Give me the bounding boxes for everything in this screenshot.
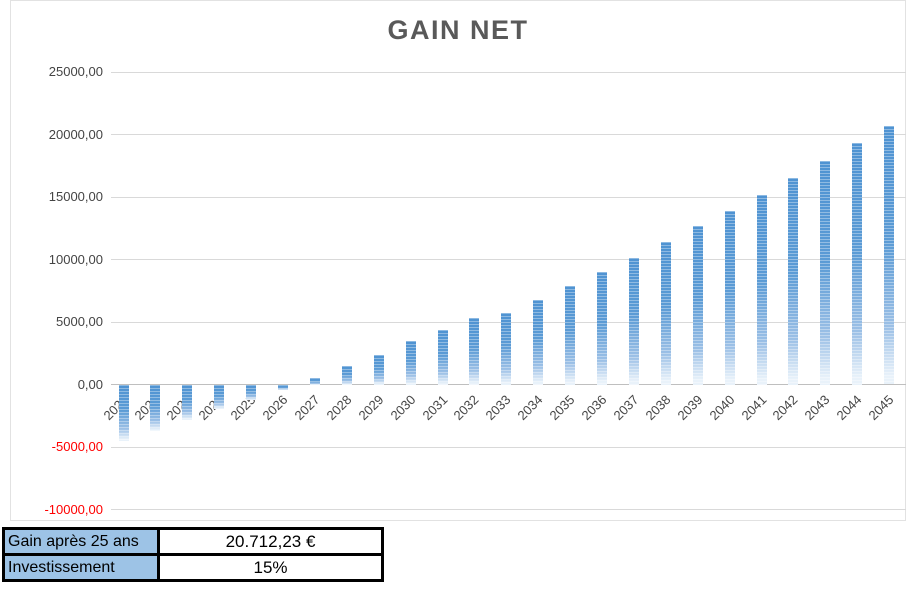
y-axis-tick--10000: -10000,00 (44, 501, 103, 517)
y-axis-tick-20000: 20000,00 (48, 126, 103, 142)
bar-2025 (246, 384, 257, 400)
x-axis-label-2040: 2040 (706, 391, 738, 423)
gridline-25000 (111, 71, 906, 73)
bar-2030 (405, 341, 416, 385)
gain-value-cell[interactable]: 20.712,23 € (157, 527, 384, 556)
bar-2038 (660, 242, 671, 385)
bar-2032 (469, 317, 480, 385)
gridline-10000 (111, 259, 906, 260)
x-axis-label-2032: 2032 (450, 391, 483, 423)
x-axis-label-2033: 2033 (482, 391, 514, 423)
investissement-value-cell[interactable]: 15% (157, 553, 384, 582)
gridline--5000 (111, 446, 906, 448)
bar-2045 (884, 125, 895, 385)
y-axis-tick-5000: 5000,00 (56, 314, 103, 329)
y-axis-tick-15000: 15000,00 (48, 189, 103, 204)
bar-2040 (724, 210, 735, 385)
chart-area[interactable]: GAIN NET 25000,00 20000,00 15000,00 10000,0… (10, 0, 906, 521)
x-axis-label-2035: 2035 (546, 391, 578, 423)
x-axis-label-2029: 2029 (355, 391, 387, 423)
bar-2023 (182, 384, 193, 420)
table-row-gain: Gain après 25 ans 20.712,23 € (2, 527, 384, 556)
x-axis-label-2045: 2045 (865, 391, 897, 423)
x-axis-label-2043: 2043 (801, 391, 833, 423)
investissement-label-cell[interactable]: Investissement (2, 553, 160, 582)
x-axis-label-2037: 2037 (610, 391, 642, 423)
bar-2034 (533, 299, 544, 385)
gridline-20000 (111, 134, 906, 135)
gridline-15000 (111, 196, 906, 198)
gain-label-cell[interactable]: Gain après 25 ans (2, 527, 160, 556)
y-axis-tick-0: 0,00 (77, 376, 103, 392)
x-axis-label-2031: 2031 (419, 391, 451, 423)
bar-2027 (309, 378, 320, 385)
chart-title: GAIN NET (387, 15, 529, 45)
bar-2026 (278, 384, 288, 390)
bar-2037 (628, 257, 639, 385)
x-axis-label-2041: 2041 (738, 391, 770, 423)
bar-2028 (341, 366, 352, 385)
x-axis-label-2028: 2028 (323, 391, 355, 423)
bar-2044 (852, 143, 863, 385)
bar-2022 (150, 384, 161, 431)
bar-2035 (565, 286, 576, 385)
bar-2033 (501, 312, 512, 385)
bar-2043 (820, 160, 831, 385)
zero-gridline (111, 384, 906, 385)
x-axis-label-2038: 2038 (642, 391, 674, 423)
bar-2036 (597, 272, 607, 385)
summary-table: Gain après 25 ans 20.712,23 € Investisse… (2, 527, 384, 582)
x-axis-label-2030: 2030 (387, 391, 419, 423)
x-axis-label-2026: 2026 (259, 391, 291, 423)
bar-2042 (788, 177, 799, 385)
gridline--10000 (111, 509, 906, 510)
x-axis-label-2034: 2034 (514, 391, 546, 423)
bar-2039 (692, 226, 703, 385)
bar-2041 (756, 195, 767, 385)
table-row-investissement: Investissement 15% (2, 553, 384, 582)
bar-2031 (437, 329, 448, 385)
x-axis-label-2036: 2036 (578, 391, 610, 423)
y-axis-tick--5000: -5000,00 (51, 439, 103, 454)
x-axis-label-2039: 2039 (674, 391, 706, 423)
x-axis-label-2027: 2027 (291, 391, 323, 423)
bar-2029 (373, 355, 384, 385)
x-axis-label-2044: 2044 (833, 391, 865, 423)
bar-2024 (214, 384, 225, 409)
y-axis-tick-25000: 25000,00 (48, 64, 103, 79)
y-axis-tick-10000: 10000,00 (48, 251, 103, 267)
bar-2021 (118, 384, 129, 442)
x-axis-label-2042: 2042 (769, 391, 802, 423)
